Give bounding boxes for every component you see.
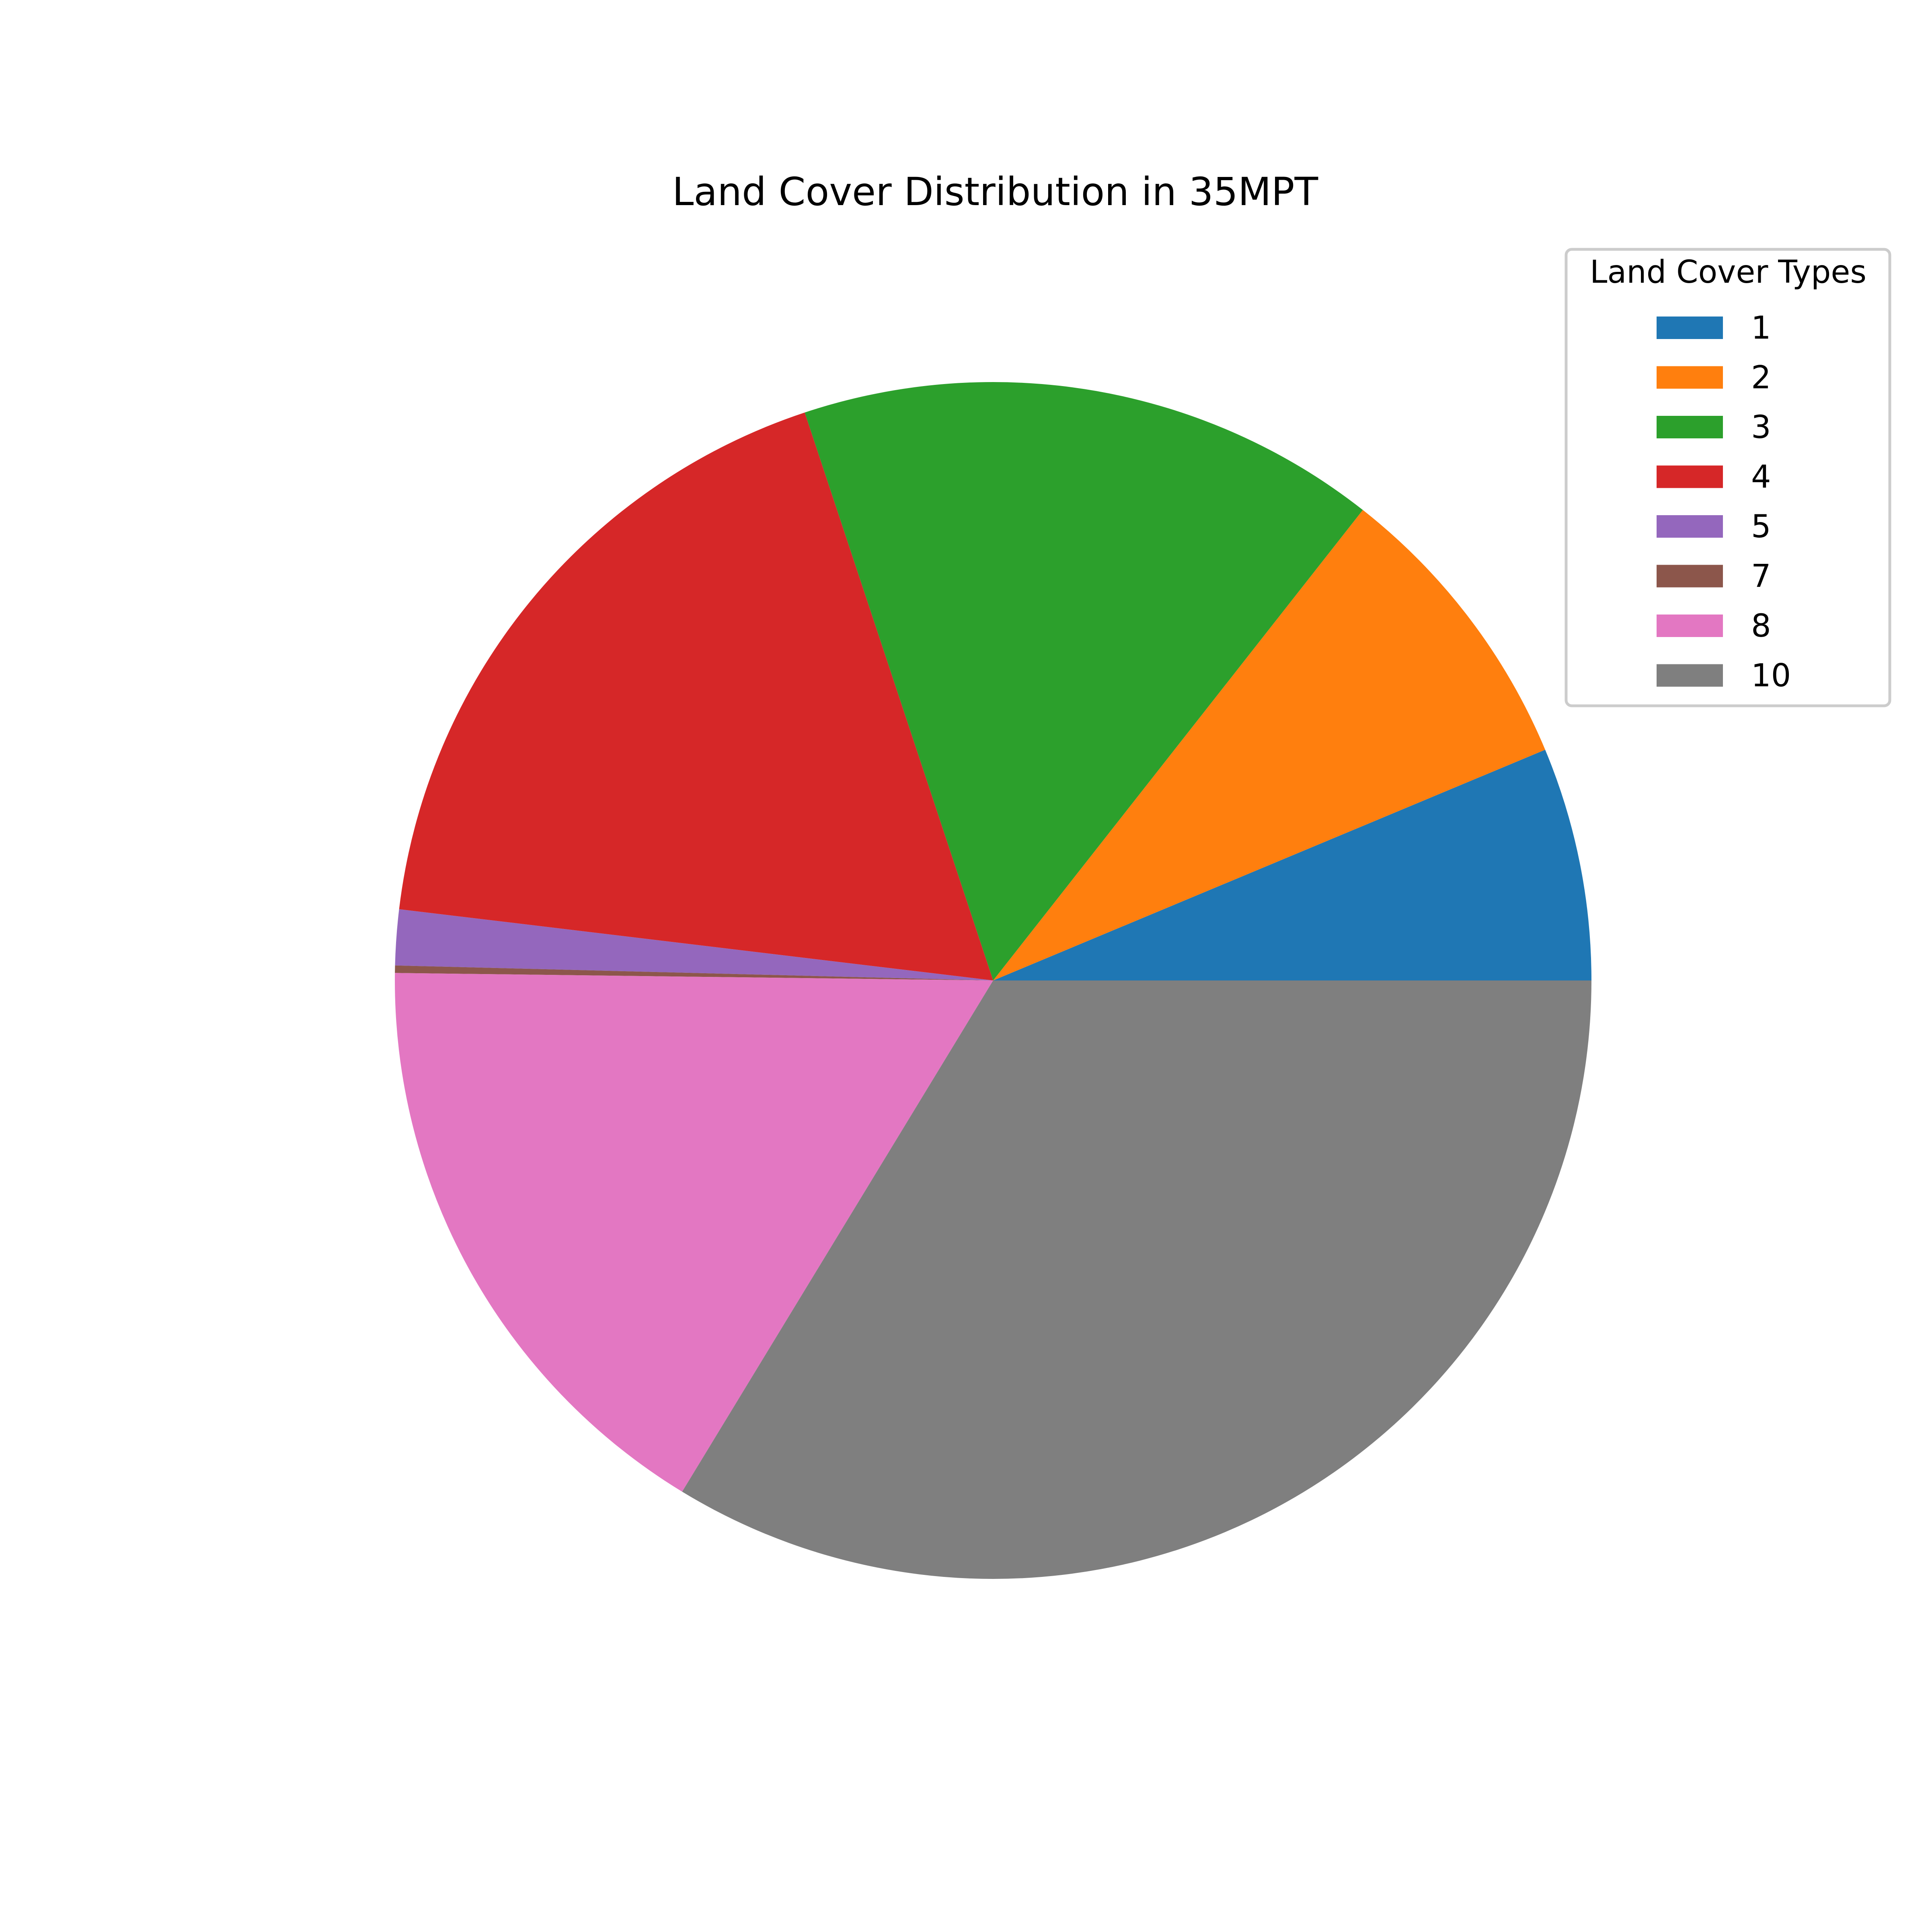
legend-entry-10: 10 — [1657, 658, 1791, 694]
legend-swatch-2 — [1657, 366, 1723, 389]
legend-items: 1 2 3 4 5 7 8 10 — [1657, 310, 1791, 694]
legend-entry-4: 4 — [1657, 459, 1771, 495]
legend-label-2: 2 — [1751, 360, 1771, 396]
pie-slice-10 — [682, 980, 1591, 1579]
legend-entry-2: 2 — [1657, 360, 1771, 396]
legend-swatch-4 — [1657, 465, 1723, 488]
pie-slice-7 — [395, 965, 993, 980]
legend-label-3: 3 — [1751, 409, 1771, 446]
legend: Land Cover Types 1 2 3 4 5 7 8 10 — [1565, 248, 1891, 707]
pie-slice-5 — [395, 909, 993, 980]
legend-entry-3: 3 — [1657, 409, 1771, 446]
pie-slice-4 — [399, 412, 993, 980]
legend-entry-7: 7 — [1657, 559, 1771, 595]
pie-slice-8 — [395, 973, 994, 1492]
legend-entry-5: 5 — [1657, 509, 1771, 545]
legend-swatch-8 — [1657, 615, 1723, 637]
legend-label-1: 1 — [1751, 310, 1771, 346]
legend-label-7: 7 — [1751, 559, 1771, 595]
legend-swatch-10 — [1657, 664, 1723, 687]
legend-swatch-7 — [1657, 565, 1723, 588]
pie-slices — [395, 382, 1591, 1579]
legend-frame — [1565, 248, 1891, 707]
legend-swatch-1 — [1657, 317, 1723, 339]
legend-swatch-3 — [1657, 416, 1723, 438]
legend-swatch-5 — [1657, 515, 1723, 538]
legend-entry-8: 8 — [1657, 608, 1771, 644]
legend-title: Land Cover Types — [1590, 254, 1866, 290]
legend-label-5: 5 — [1751, 509, 1771, 545]
legend-entry-1: 1 — [1657, 310, 1771, 346]
pie-slice-1 — [993, 750, 1591, 980]
pie-slice-2 — [993, 510, 1545, 980]
chart-title: Land Cover Distribution in 35MPT — [672, 169, 1318, 214]
legend-label-8: 8 — [1751, 608, 1771, 644]
legend-label-4: 4 — [1751, 459, 1771, 495]
legend-label-10: 10 — [1751, 658, 1791, 694]
pie-slice-3 — [805, 382, 1363, 980]
